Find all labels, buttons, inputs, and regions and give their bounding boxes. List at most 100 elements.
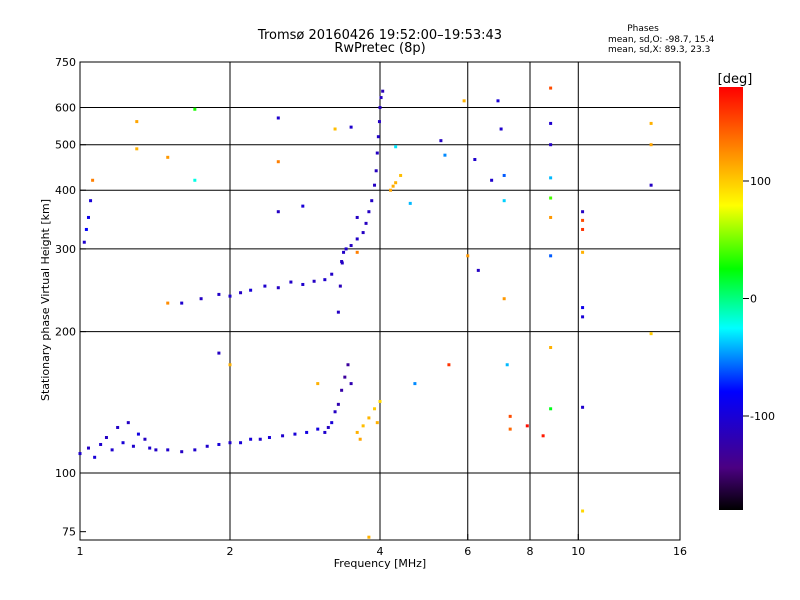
legend-o-mode: mean, sd,O: -98.7, 15.4	[608, 35, 715, 45]
data-point	[496, 99, 500, 103]
data-point	[193, 107, 197, 111]
data-point	[293, 432, 297, 436]
data-point	[377, 120, 381, 124]
data-point	[338, 284, 342, 288]
data-point	[336, 310, 340, 314]
data-point	[370, 199, 374, 203]
data-point	[239, 441, 243, 445]
data-point	[104, 436, 108, 440]
colorbar-ticks: 100 0 -100	[743, 175, 775, 423]
data-point	[135, 120, 139, 124]
chart-subtitle: RwPretec (8p)	[334, 41, 425, 56]
data-point	[549, 215, 553, 219]
data-point	[193, 448, 197, 452]
data-point	[267, 436, 271, 440]
y-tick-label: 75	[62, 526, 76, 539]
data-point	[343, 375, 347, 379]
data-point	[355, 237, 359, 241]
data-point	[249, 288, 253, 292]
x-tick-label: 4	[377, 545, 384, 558]
y-tick-label: 100	[55, 467, 76, 480]
data-point	[549, 86, 553, 90]
data-point	[373, 183, 377, 187]
data-point	[217, 292, 221, 296]
data-point	[199, 297, 203, 301]
data-point	[466, 254, 470, 258]
data-point	[367, 416, 371, 420]
data-point	[166, 155, 170, 159]
data-point	[333, 127, 337, 131]
x-tick-label: 16	[673, 545, 687, 558]
data-point	[358, 437, 362, 441]
data-point	[336, 402, 340, 406]
data-point	[301, 204, 305, 208]
colorbar-tick-label: 0	[750, 293, 757, 306]
data-point	[180, 450, 184, 454]
data-point	[180, 301, 184, 305]
data-point	[276, 286, 280, 290]
data-point	[355, 215, 359, 219]
data-point	[289, 280, 293, 284]
data-point	[86, 215, 90, 219]
data-point	[525, 424, 529, 428]
data-point	[376, 135, 380, 139]
data-point	[413, 382, 417, 386]
data-point	[381, 89, 385, 93]
data-point	[340, 388, 344, 392]
y-axis: 75 100 200 300 400 500 600 750	[55, 56, 86, 539]
data-point	[323, 430, 327, 434]
data-point	[447, 363, 451, 367]
data-point	[312, 279, 316, 283]
x-tick-label: 1	[77, 545, 84, 558]
data-point	[91, 178, 95, 182]
data-point	[316, 382, 320, 386]
data-point	[394, 181, 398, 185]
data-point	[649, 143, 653, 147]
y-axis-label: Stationary phase Virtual Height [km]	[39, 199, 52, 401]
y-tick-label: 200	[55, 326, 76, 339]
data-point	[361, 231, 365, 235]
data-point	[375, 421, 379, 425]
data-point	[281, 434, 285, 438]
data-point	[228, 363, 232, 367]
data-point	[549, 196, 553, 200]
data-point	[86, 446, 90, 450]
data-point	[399, 173, 403, 177]
legend-x-mode: mean, sd,X: 89.3, 23.3	[608, 45, 710, 55]
data-point	[508, 427, 512, 431]
data-point	[649, 121, 653, 125]
data-point	[148, 446, 152, 450]
data-point	[378, 399, 382, 403]
data-point	[649, 332, 653, 336]
data-point	[276, 210, 280, 214]
data-point	[205, 444, 209, 448]
colorbar-tick-label: -100	[750, 410, 775, 423]
data-point	[110, 448, 114, 452]
data-point	[439, 139, 443, 143]
data-point	[549, 346, 553, 350]
data-point	[82, 240, 86, 244]
data-point	[323, 278, 327, 282]
data-point	[502, 173, 506, 177]
data-point	[239, 291, 243, 295]
data-point	[581, 405, 585, 409]
data-point	[373, 407, 377, 411]
data-point	[549, 254, 553, 258]
y-tick-label: 300	[55, 243, 76, 256]
data-point	[375, 151, 379, 155]
data-point	[355, 430, 359, 434]
data-point	[581, 218, 585, 222]
data-point	[581, 315, 585, 319]
data-point	[364, 221, 368, 225]
y-tick-label: 500	[55, 139, 76, 152]
data-point	[276, 160, 280, 164]
data-point	[126, 421, 130, 425]
data-point	[193, 178, 197, 182]
data-point	[131, 444, 135, 448]
data-point	[581, 250, 585, 254]
data-point	[93, 455, 97, 459]
data-point	[217, 351, 221, 355]
data-point	[228, 441, 232, 445]
data-point	[263, 284, 267, 288]
